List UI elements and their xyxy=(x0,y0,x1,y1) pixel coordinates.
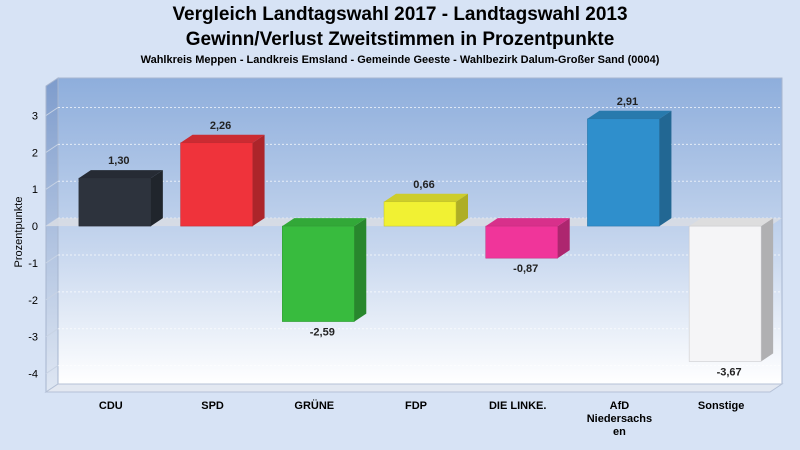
category-label: CDU xyxy=(99,400,123,412)
category-label: FDP xyxy=(405,400,427,412)
bar-sonstige xyxy=(688,218,774,362)
category-label: SPD xyxy=(201,400,224,412)
y-tick-label: -3 xyxy=(28,332,38,344)
gridline-side xyxy=(45,291,59,301)
y-tick-label: 0 xyxy=(32,221,38,233)
y-tick-label: 3 xyxy=(32,110,38,122)
category-label: GRÜNE xyxy=(294,399,334,412)
y-tick-label: -4 xyxy=(28,369,38,381)
bar-fdp xyxy=(383,193,468,227)
data-label: 2,26 xyxy=(210,120,231,132)
gridline-side xyxy=(45,328,59,338)
gridline-side xyxy=(45,254,59,264)
gridline-side xyxy=(45,143,59,153)
data-label: -2,59 xyxy=(310,327,335,339)
data-label: 1,30 xyxy=(108,155,129,167)
gridline-side xyxy=(45,365,59,374)
bar-spd xyxy=(180,134,265,227)
bar-die-linke- xyxy=(485,218,570,259)
y-tick-label: 2 xyxy=(32,147,38,159)
chart-title: Vergleich Landtagswahl 2017 - Landtagswa… xyxy=(172,4,628,25)
plot-back-wall xyxy=(57,77,783,385)
y-tick-label: -2 xyxy=(28,295,38,307)
plot-side-wall xyxy=(45,77,59,393)
y-tick-label: -1 xyxy=(28,258,38,270)
chart-subtitle-2: Wahlkreis Meppen - Landkreis Emsland - G… xyxy=(140,54,660,66)
data-label: 0,66 xyxy=(413,179,434,191)
bar-cdu xyxy=(78,170,163,227)
plot-floor xyxy=(44,383,784,393)
category-label: en xyxy=(613,426,626,438)
gridline-side xyxy=(45,180,59,190)
y-axis-label: Prozentpunkte xyxy=(13,197,25,268)
bar-afd-niedersachsen xyxy=(587,110,672,227)
gridline-side xyxy=(45,107,59,116)
chart-subtitle: Gewinn/Verlust Zweitstimmen in Prozentpu… xyxy=(185,29,615,50)
category-label: DIE LINKE. xyxy=(489,400,546,412)
bar-grüne xyxy=(282,218,367,322)
category-label: AfD xyxy=(610,400,630,412)
data-label: 2,91 xyxy=(617,96,638,108)
data-label: -0,87 xyxy=(513,263,538,275)
y-tick-label: 1 xyxy=(32,184,38,196)
category-label: Sonstige xyxy=(698,400,744,412)
category-label: Niedersachs xyxy=(587,413,652,425)
data-label: -3,67 xyxy=(717,366,742,378)
